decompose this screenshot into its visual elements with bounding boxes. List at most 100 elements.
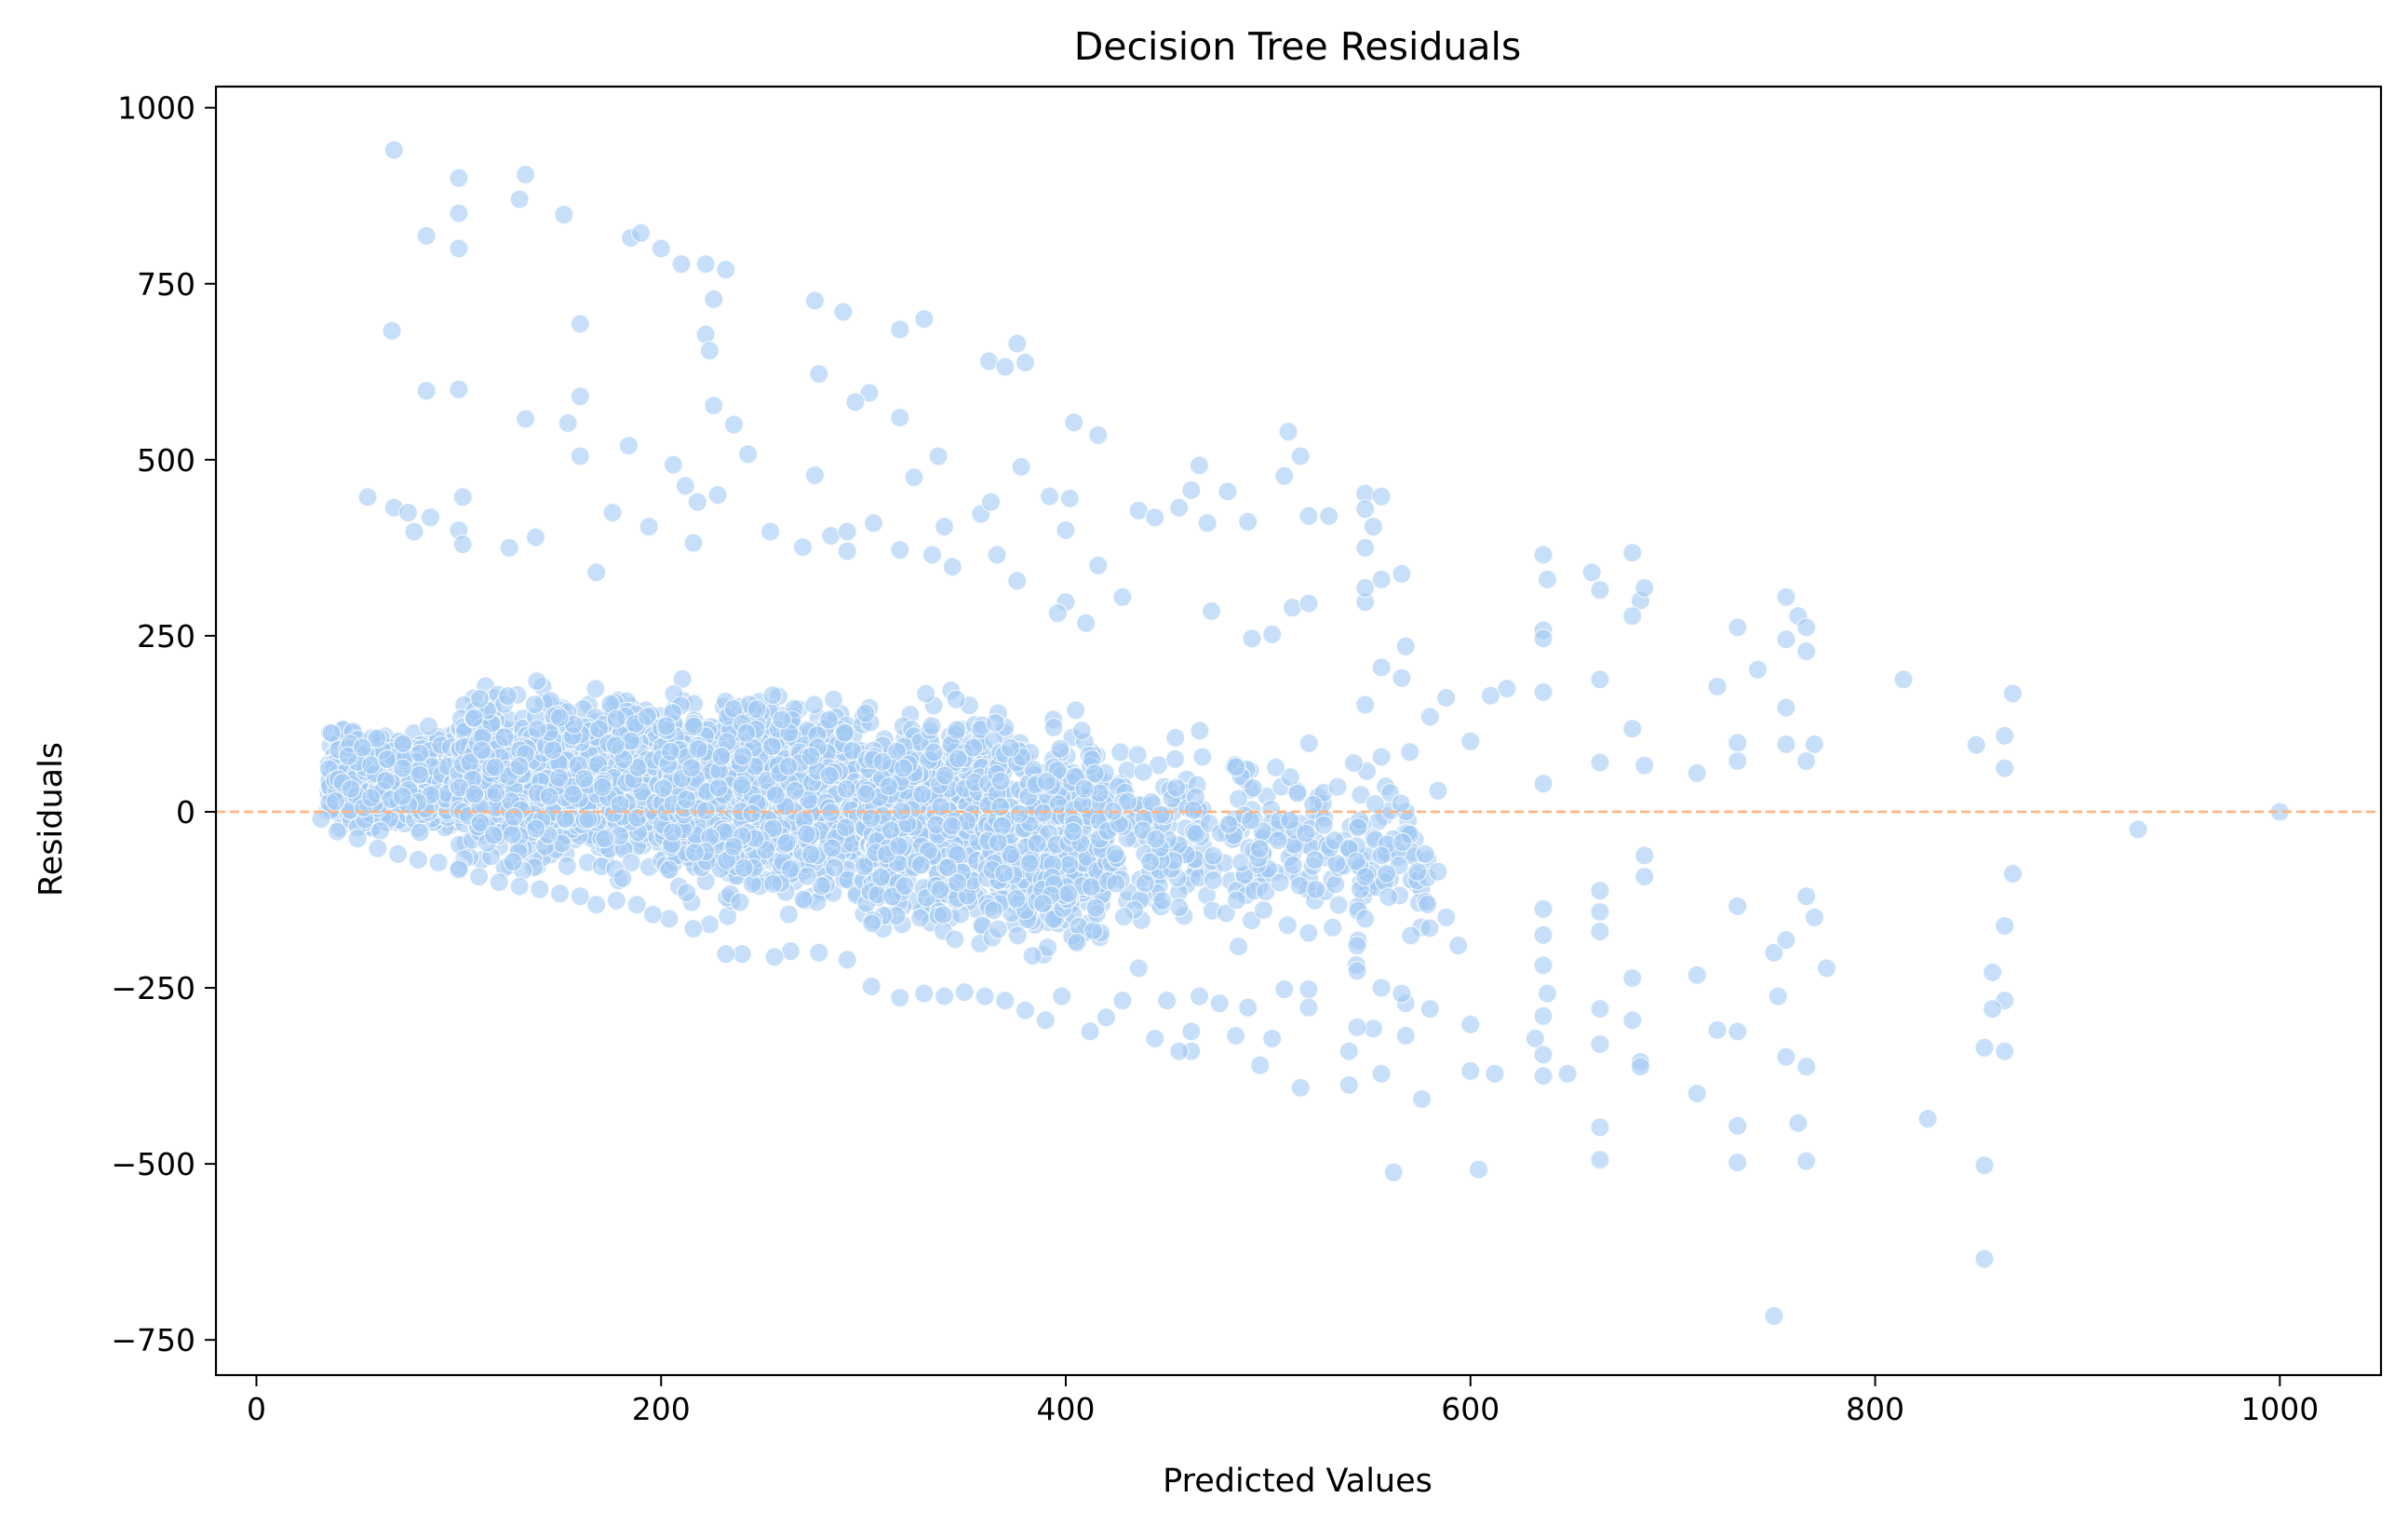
scatter-point [1419, 707, 1440, 727]
scatter-point [1181, 1021, 1202, 1042]
scatter-point [872, 751, 893, 772]
scatter-point [1395, 1025, 1416, 1046]
scatter-point [1363, 517, 1384, 537]
scatter-point [1226, 757, 1246, 777]
scatter-point [1274, 978, 1295, 1000]
scatter-point [1298, 506, 1319, 526]
scatter-point [1007, 333, 1028, 354]
x-tick-label: 0 [247, 1391, 266, 1427]
scatter-point [539, 786, 559, 807]
scatter-point [1278, 422, 1298, 442]
scatter-point [1265, 757, 1286, 777]
scatter-point [1287, 783, 1308, 803]
scatter-point [1298, 733, 1319, 754]
scatter-point [822, 838, 842, 858]
scatter-point [452, 533, 473, 555]
scatter-point [928, 446, 948, 466]
scatter-point [1274, 466, 1295, 486]
scatter-point [1747, 659, 1769, 680]
scatter-point [586, 895, 607, 915]
scatter-point [723, 414, 745, 435]
scatter-point [895, 875, 915, 897]
scatter-point [1166, 777, 1187, 798]
scatter-point [659, 909, 679, 929]
scatter-point [930, 796, 951, 817]
scatter-point [388, 843, 409, 864]
scatter-point [509, 189, 530, 209]
scatter-point [1776, 1046, 1796, 1067]
scatter-point [1590, 1117, 1610, 1138]
scatter-point [821, 525, 841, 547]
scatter-point [341, 778, 361, 800]
scatter-point [760, 521, 781, 542]
scatter-point [1110, 742, 1131, 762]
y-tick-label: 500 [137, 442, 195, 479]
scatter-point [1189, 986, 1210, 1006]
scatter-point [509, 876, 530, 897]
scatter-point [515, 409, 536, 429]
scatter-point [503, 851, 523, 872]
scatter-point [730, 892, 750, 912]
scatter-point [1135, 873, 1155, 894]
scatter-point [1788, 1113, 1809, 1133]
scatter-point [1298, 593, 1319, 614]
scatter-point [1127, 745, 1148, 765]
scatter-point [525, 527, 546, 547]
scatter-point [357, 487, 378, 507]
scatter-point [1533, 1045, 1554, 1065]
scatter-point [845, 392, 866, 412]
scatter-point [942, 557, 962, 577]
scatter-point [410, 743, 430, 763]
scatter-point [677, 883, 697, 903]
scatter-point [1966, 735, 1986, 755]
scatter-point [1590, 901, 1610, 923]
scatter-point [1019, 853, 1040, 873]
scatter-point [1145, 507, 1165, 528]
scatter-point [486, 783, 506, 803]
scatter-point [393, 733, 413, 754]
scatter-point [704, 396, 724, 416]
scatter-point [684, 842, 706, 863]
scatter-point [708, 777, 729, 798]
scatter-point [1371, 486, 1392, 506]
scatter-point [1343, 752, 1365, 774]
scatter-point [1283, 855, 1303, 875]
scatter-point [1339, 1041, 1359, 1061]
scatter-point [1064, 412, 1084, 433]
scatter-point [1776, 734, 1796, 755]
scatter-point [494, 727, 515, 748]
scatter-point [1088, 555, 1109, 575]
scatter-point [1192, 747, 1213, 767]
scatter-point [595, 829, 615, 849]
scatter-point [914, 983, 935, 1004]
scatter-point [1253, 899, 1274, 921]
scatter-point [1776, 697, 1796, 718]
scatter-point [612, 868, 633, 888]
scatter-point [893, 758, 914, 778]
scatter-point [543, 739, 563, 761]
scatter-point [934, 517, 955, 537]
scatter-point [663, 454, 683, 475]
scatter-point [1183, 800, 1204, 820]
scatter-point [792, 536, 814, 558]
scatter-point [526, 818, 546, 839]
scatter-point [1728, 1152, 1748, 1173]
scatter-point [823, 689, 844, 709]
scatter-point [1634, 577, 1655, 599]
scatter-point [376, 770, 397, 791]
scatter-point [592, 776, 613, 797]
scatter-point [370, 820, 391, 842]
scatter-point [527, 719, 547, 739]
scatter-point [762, 685, 783, 706]
scatter-point [1304, 850, 1325, 870]
scatter-point [606, 890, 627, 911]
scatter-point [1058, 883, 1079, 904]
scatter-point [420, 507, 440, 528]
scatter-point [1355, 909, 1376, 929]
scatter-point [554, 205, 574, 225]
scatter-point [1036, 771, 1056, 792]
scatter-point [1181, 479, 1202, 501]
scatter-point [1268, 830, 1288, 851]
scatter-point [1776, 929, 1796, 951]
scatter-point [870, 867, 892, 887]
